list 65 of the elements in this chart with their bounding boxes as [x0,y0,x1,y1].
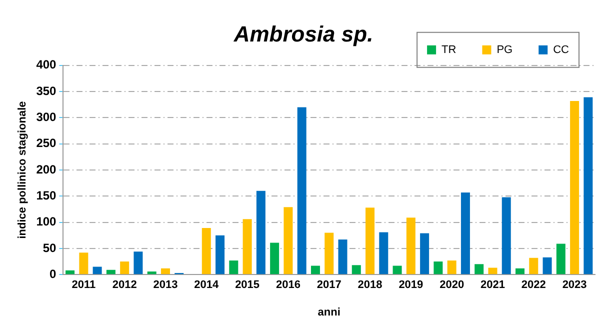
x-tick-label: 2012 [112,279,137,292]
bar [516,268,525,274]
y-tick-label: 100 [36,214,57,229]
bar [160,268,170,274]
bar [379,232,388,274]
x-tick-label: 2019 [398,279,424,292]
bar [542,257,552,274]
bar [420,233,430,274]
bar [284,207,293,274]
bar [570,100,580,274]
bar [488,268,498,274]
bar [502,197,511,274]
bar [434,262,443,274]
bar [338,240,348,274]
y-tick-label: 0 [50,266,57,281]
y-axis-title: indice pollinico stagionale [16,101,29,239]
bar [366,208,375,274]
bar [242,219,252,274]
legend-label: TR [442,44,456,56]
y-tick-label: 350 [36,84,57,98]
x-tick-label: 2020 [440,279,464,292]
bar [256,190,266,274]
bar [392,266,402,274]
x-tick-label: 2011 [72,279,96,292]
x-tick-label: 2017 [316,279,342,292]
bar [79,252,88,274]
bar [310,266,320,274]
bar [529,258,538,274]
bar [120,262,130,274]
bar [92,266,102,274]
bar [406,218,416,274]
x-tick-label: 2015 [235,279,260,292]
x-tick-label: 2013 [153,279,178,292]
y-tick-label: 400 [36,58,57,72]
bar [270,242,280,274]
y-tick-label: 200 [36,162,57,176]
bar [106,270,116,274]
x-tick-label: 2021 [480,279,505,292]
bar [147,271,156,274]
bar [216,235,225,274]
bar [584,97,593,274]
bar [229,260,238,274]
legend-label: PG [496,44,513,56]
y-tick-label: 250 [36,136,57,150]
chart-title: Ambrosia sp. [232,21,374,46]
x-tick-label: 2023 [562,279,587,292]
bar [324,232,334,274]
x-axis-title: anni [318,306,340,318]
bar [556,244,566,274]
bar [134,252,143,274]
bar [460,192,470,274]
legend-label: CC [553,44,570,56]
bar [447,260,456,274]
bar [474,264,484,274]
y-tick-label: 300 [36,110,57,124]
bar [66,270,75,274]
bar [352,265,361,274]
bar [202,228,211,274]
x-tick-label: 2018 [358,279,382,292]
x-tick-label: 2016 [276,279,300,292]
bar [297,107,306,274]
x-tick-label: 2014 [194,279,220,292]
y-tick-label: 50 [42,240,57,255]
y-tick-label: 150 [36,188,57,202]
x-tick-label: 2022 [521,279,546,292]
